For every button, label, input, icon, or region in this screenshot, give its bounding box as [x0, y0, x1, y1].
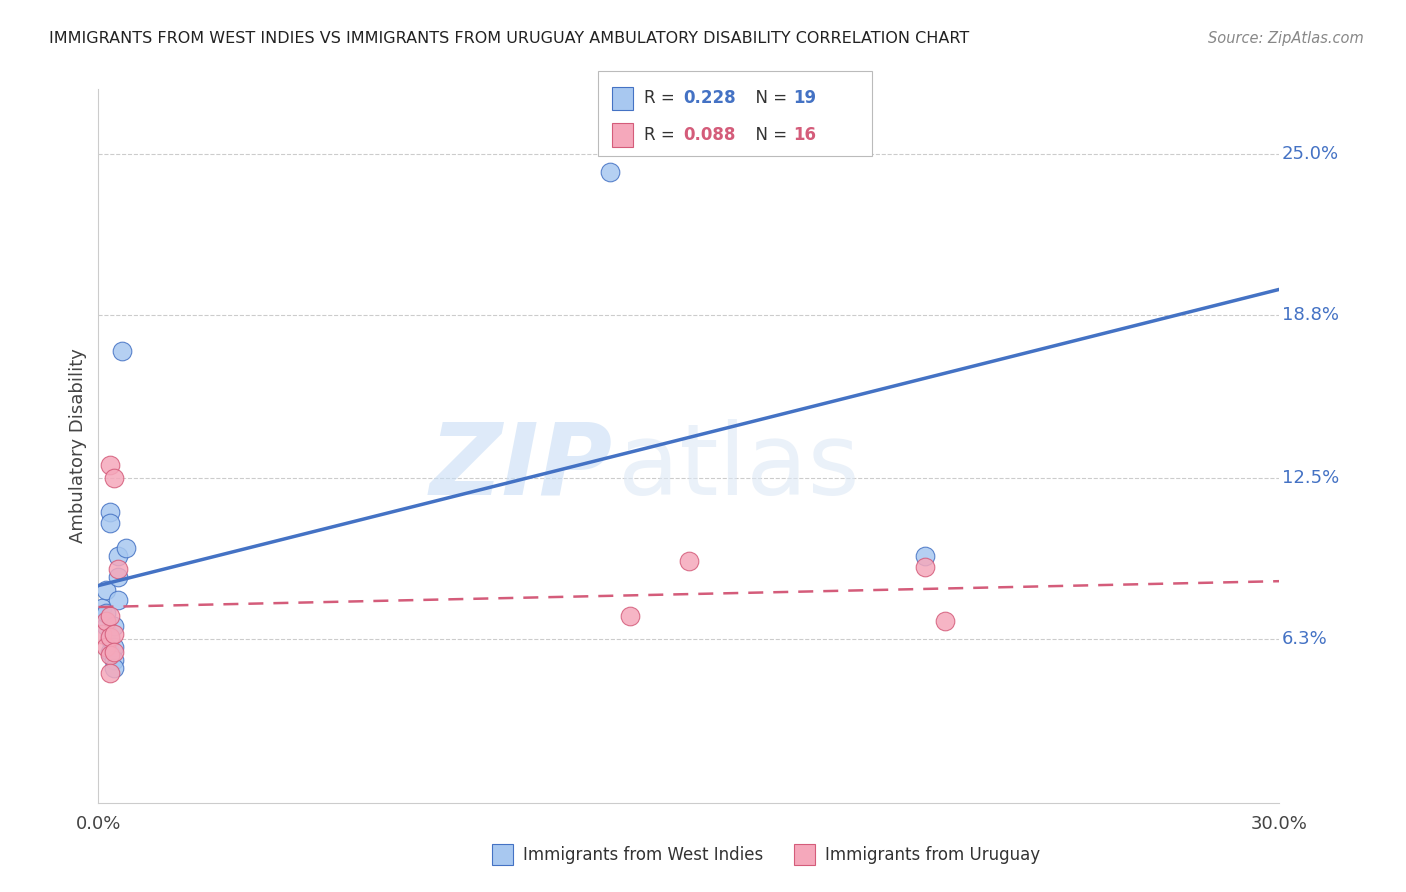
Point: [107, 570, 129, 584]
Text: R =: R =: [644, 89, 681, 107]
Point: [98, 648, 121, 662]
Text: Immigrants from Uruguay: Immigrants from Uruguay: [825, 846, 1040, 863]
Point: [98, 666, 121, 681]
Point: [103, 619, 125, 633]
Point: [103, 645, 125, 659]
Point: [619, 609, 641, 624]
Point: [107, 562, 129, 576]
Text: 12.5%: 12.5%: [1282, 469, 1339, 487]
Point: [98, 645, 121, 659]
Point: [103, 653, 125, 667]
Point: [96, 582, 118, 597]
Text: Source: ZipAtlas.com: Source: ZipAtlas.com: [1208, 31, 1364, 46]
Point: [98, 505, 121, 519]
Text: 16: 16: [793, 126, 815, 144]
Point: [107, 593, 129, 607]
Point: [103, 471, 125, 485]
Point: [115, 541, 138, 556]
Text: ZIP: ZIP: [429, 419, 612, 516]
Text: R =: R =: [644, 126, 681, 144]
Point: [96, 619, 118, 633]
Text: atlas: atlas: [619, 419, 859, 516]
Text: IMMIGRANTS FROM WEST INDIES VS IMMIGRANTS FROM URUGUAY AMBULATORY DISABILITY COR: IMMIGRANTS FROM WEST INDIES VS IMMIGRANT…: [49, 31, 970, 46]
Point: [96, 607, 118, 621]
Point: [98, 516, 121, 530]
Point: [934, 614, 956, 628]
Point: [96, 614, 118, 628]
Point: [91, 601, 114, 615]
Point: [914, 559, 936, 574]
Y-axis label: Ambulatory Disability: Ambulatory Disability: [69, 349, 87, 543]
Point: [98, 632, 121, 647]
Point: [107, 549, 129, 564]
Text: 0.088: 0.088: [683, 126, 735, 144]
Text: 6.3%: 6.3%: [1282, 631, 1327, 648]
Point: [678, 554, 700, 568]
Point: [98, 630, 121, 644]
Point: [111, 344, 134, 359]
Point: [98, 458, 121, 473]
Point: [599, 165, 621, 179]
Text: 25.0%: 25.0%: [1282, 145, 1339, 163]
Text: 19: 19: [793, 89, 815, 107]
Point: [91, 627, 114, 641]
Point: [103, 661, 125, 675]
Text: 0.228: 0.228: [683, 89, 735, 107]
Text: Immigrants from West Indies: Immigrants from West Indies: [523, 846, 763, 863]
Text: 18.8%: 18.8%: [1282, 306, 1339, 324]
Point: [98, 609, 121, 624]
Point: [96, 640, 118, 654]
Point: [103, 640, 125, 654]
Point: [914, 549, 936, 564]
Point: [103, 627, 125, 641]
Text: N =: N =: [745, 89, 793, 107]
Text: N =: N =: [745, 126, 793, 144]
